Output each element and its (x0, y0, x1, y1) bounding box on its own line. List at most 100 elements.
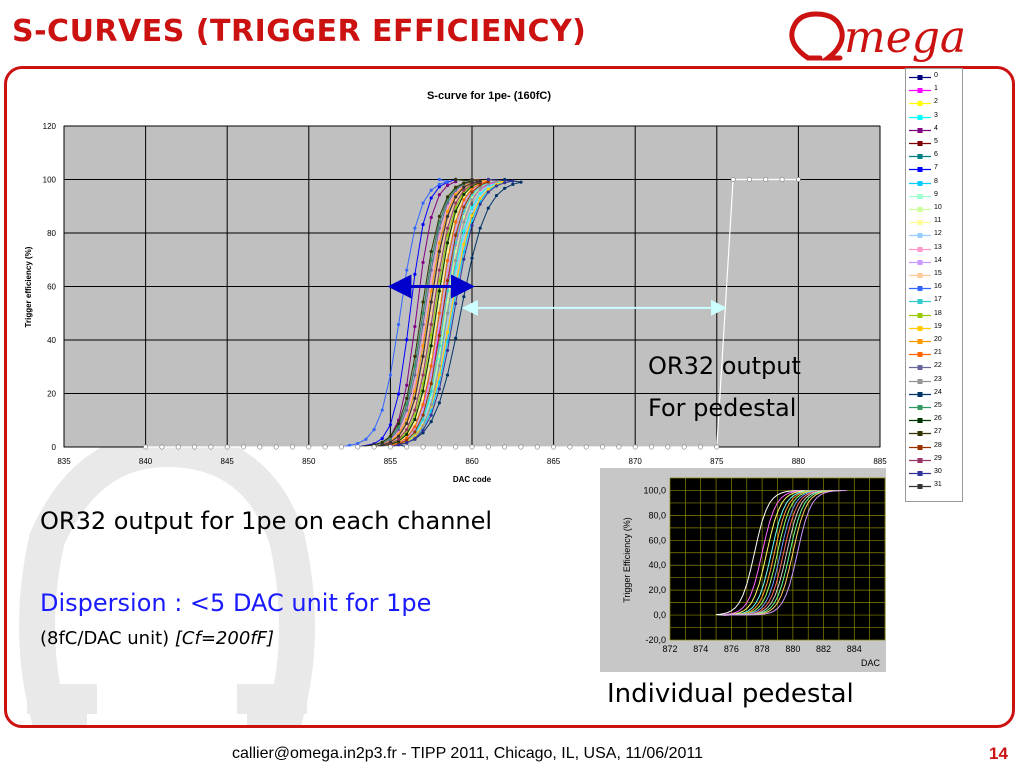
legend-swatch (909, 431, 931, 437)
series-point-29 (437, 268, 441, 272)
legend-swatch (909, 365, 931, 371)
inset-series-line (723, 490, 830, 616)
series-point-Pedestal (224, 444, 230, 450)
footer-text: callier@omega.in2p3.fr - TIPP 2011, Chic… (232, 745, 704, 762)
series-point-23 (437, 364, 441, 368)
or32-channel-caption: OR32 output for 1pe on each channel (40, 507, 493, 535)
series-point-4 (405, 383, 409, 387)
series-point-Pedestal (747, 177, 752, 182)
legend-label: 22 (934, 362, 942, 370)
series-point-Pedestal (763, 177, 769, 182)
series-point-14 (445, 268, 450, 272)
series-point-22 (429, 268, 433, 272)
legend-item: 30 (906, 467, 962, 480)
legend-item: 1 (906, 84, 962, 97)
series-point-21 (429, 364, 433, 368)
series-point-8 (445, 340, 450, 344)
x-axis-label: DAC code (453, 475, 492, 484)
legend-item: 26 (906, 414, 962, 427)
x-tick-label: 840 (139, 457, 153, 466)
inset-y-tick-label: -20,0 (645, 635, 666, 645)
or32-pedestal-label-line1: OR32 output (648, 352, 801, 380)
legend-swatch (909, 207, 931, 212)
inset-x-tick-label: 880 (785, 644, 800, 654)
series-point-31 (470, 181, 474, 185)
legend-swatch (909, 233, 931, 239)
legend-swatch (909, 259, 931, 265)
series-point-24 (445, 373, 450, 377)
legend-item: 0 (906, 71, 962, 84)
legend-swatch (909, 127, 931, 133)
inset-x-tick-label: 884 (847, 644, 862, 654)
series-point-19 (486, 187, 490, 191)
series-point-27 (454, 185, 458, 189)
legend-item: 31 (906, 480, 962, 493)
inset-series-line (723, 490, 847, 616)
series-point-Pedestal (730, 177, 736, 182)
series-point-26 (462, 192, 466, 197)
series-point-30 (429, 413, 433, 417)
legend-swatch-marker (917, 154, 923, 160)
series-point-Pedestal (175, 444, 181, 450)
series-point-Pedestal (551, 444, 556, 450)
legend-label: 17 (934, 296, 942, 304)
inset-series-line (723, 490, 821, 616)
legend-swatch (909, 246, 931, 252)
series-point-Pedestal (485, 444, 491, 450)
series-point-10 (437, 354, 441, 358)
legend-swatch (909, 75, 931, 80)
legend-item: 21 (906, 348, 962, 361)
series-point-28 (478, 183, 482, 187)
x-tick-label: 845 (221, 457, 235, 466)
page-number: 14 (989, 744, 1008, 763)
series-point-Pedestal (600, 444, 605, 450)
inset-x-tick-label: 876 (724, 644, 739, 654)
legend-swatch-marker (917, 352, 923, 358)
series-point-15 (429, 311, 433, 315)
legend-item: 27 (906, 427, 962, 440)
series-point-Pedestal (273, 444, 279, 450)
series-point-Pedestal (404, 444, 410, 450)
series-point-24 (511, 182, 515, 186)
series-point-16 (437, 182, 441, 186)
series-point-29 (413, 408, 417, 412)
series-point-Pedestal (469, 444, 475, 450)
legend-item: 17 (906, 295, 962, 308)
legend-swatch-marker (917, 378, 923, 384)
legend-swatch-marker (917, 141, 923, 146)
series-point-7 (429, 196, 433, 200)
series-point-14 (437, 322, 441, 327)
series-point-Pedestal (714, 444, 720, 450)
series-point-7 (413, 272, 417, 276)
series-point-17 (429, 389, 433, 393)
series-point-Pedestal (453, 444, 459, 450)
inset-y-tick-label: 100,0 (643, 485, 666, 495)
series-point-29 (429, 322, 433, 327)
legend-label: 16 (934, 283, 942, 291)
series-point-31 (445, 214, 450, 219)
series-point-26 (421, 389, 425, 393)
legend-swatch-marker (917, 471, 923, 476)
series-point-18 (429, 333, 433, 338)
series-point-Pedestal (208, 444, 214, 450)
dispersion-caption: Dispersion : <5 DAC unit for 1pe (40, 589, 432, 617)
series-point-27 (388, 434, 392, 438)
series-line-26 (374, 179, 482, 448)
inset-series-line (723, 490, 833, 616)
legend-swatch-marker (917, 246, 923, 252)
series-point-Pedestal (779, 177, 785, 182)
inset-y-tick-label: 0,0 (653, 610, 666, 620)
series-point-30 (486, 177, 490, 182)
series-point-31 (478, 179, 482, 183)
series-point-30 (421, 428, 425, 433)
series-point-7 (437, 185, 441, 189)
legend-item: 8 (906, 177, 962, 190)
series-point-19 (478, 196, 482, 201)
legend-item: 11 (906, 216, 962, 229)
series-point-Pedestal (257, 444, 263, 450)
series-point-7 (405, 338, 409, 342)
series-point-26 (405, 432, 409, 437)
legend-label: 24 (934, 388, 942, 396)
legend-label: 7 (934, 164, 938, 172)
series-point-21 (470, 186, 474, 191)
